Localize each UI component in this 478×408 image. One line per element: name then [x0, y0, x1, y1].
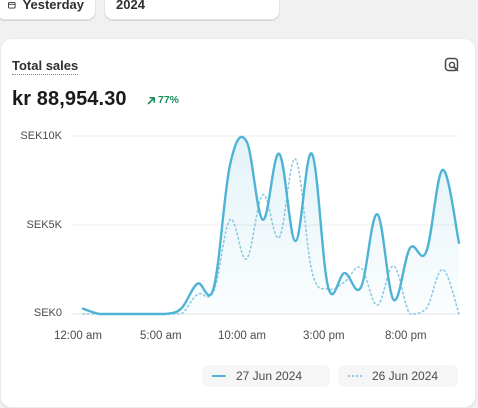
compare-button[interactable]: Compare to: 26 Jun 2024	[104, 0, 280, 20]
date-range-label: Yesterday	[22, 0, 84, 12]
legend-item-compare[interactable]: 26 Jun 2024	[338, 365, 458, 387]
chart-search-icon[interactable]	[444, 57, 460, 73]
metric-value: kr 88,954.30	[12, 88, 127, 110]
legend-swatch-solid	[212, 375, 226, 377]
metric-change: 77%	[147, 94, 179, 106]
compare-label: Compare to: 26 Jun 2024	[116, 0, 145, 12]
y-tick-label: SEK10K	[20, 130, 62, 142]
x-tick-label: 10:00 am	[218, 330, 266, 342]
arrow-up-right-icon	[147, 96, 155, 104]
card-title[interactable]: Total sales	[12, 58, 79, 75]
legend-item-current[interactable]: 27 Jun 2024	[202, 365, 330, 387]
legend-label: 26 Jun 2024	[372, 369, 439, 383]
toolbar: Yesterday Compare to: 26 Jun 2024	[0, 0, 478, 30]
x-tick-label: 12:00 am	[54, 330, 102, 342]
x-tick-label: 3:00 pm	[303, 330, 345, 342]
legend-swatch-dotted	[348, 375, 362, 377]
x-tick-label: 8:00 pm	[385, 330, 427, 342]
y-tick-label: SEK5K	[26, 219, 62, 231]
date-range-button[interactable]: Yesterday	[0, 0, 96, 20]
metric-change-value: 77%	[158, 94, 180, 106]
x-tick-label: 5:00 am	[140, 330, 182, 342]
y-tick-label: SEK0	[33, 307, 62, 319]
legend-label: 27 Jun 2024	[236, 369, 303, 383]
total-sales-card: Total sales kr 88,954.30 77%	[0, 38, 476, 408]
calendar-icon	[8, 1, 16, 9]
